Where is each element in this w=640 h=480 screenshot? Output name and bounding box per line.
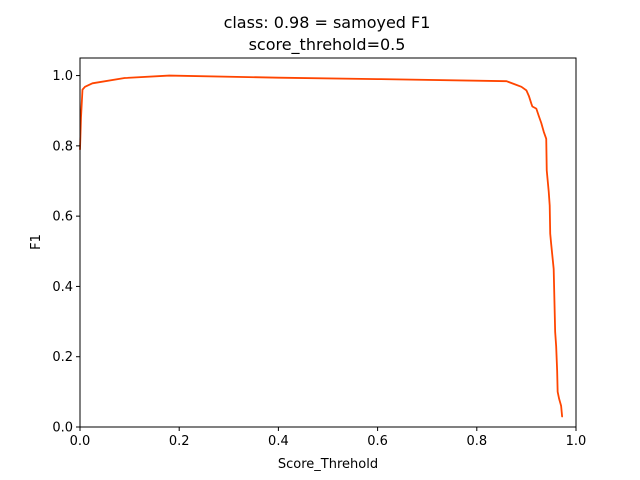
plot-frame: [79, 57, 577, 428]
y-tick-label: 0.6: [52, 210, 73, 225]
x-axis: 0.0 0.2 0.4 0.6 0.8 1.0: [70, 427, 587, 449]
y-tick-label: 0.0: [52, 421, 73, 436]
x-tick-label: 0.0: [70, 434, 91, 449]
x-tick-label: 0.6: [367, 434, 388, 449]
y-tick-label: 1.0: [52, 69, 73, 84]
y-tick-label: 0.4: [52, 280, 73, 295]
f1-series-line: [79, 74, 564, 418]
chart-subtitle: score_threhold=0.5: [249, 35, 406, 55]
y-axis-label: F1: [29, 234, 44, 250]
x-axis-label: Score_Threhold: [278, 457, 378, 472]
x-tick-label: 1.0: [566, 434, 587, 449]
y-tick-label: 0.8: [52, 139, 73, 154]
x-tick-label: 0.4: [268, 434, 289, 449]
y-tick-label: 0.2: [52, 350, 73, 365]
plot-area: [79, 74, 564, 418]
y-axis: 0.0 0.2 0.4 0.6 0.8 1.0: [52, 69, 80, 436]
chart-title: class: 0.98 = samoyed F1: [224, 13, 431, 32]
x-tick-label: 0.2: [169, 434, 190, 449]
x-tick-label: 0.8: [466, 434, 487, 449]
